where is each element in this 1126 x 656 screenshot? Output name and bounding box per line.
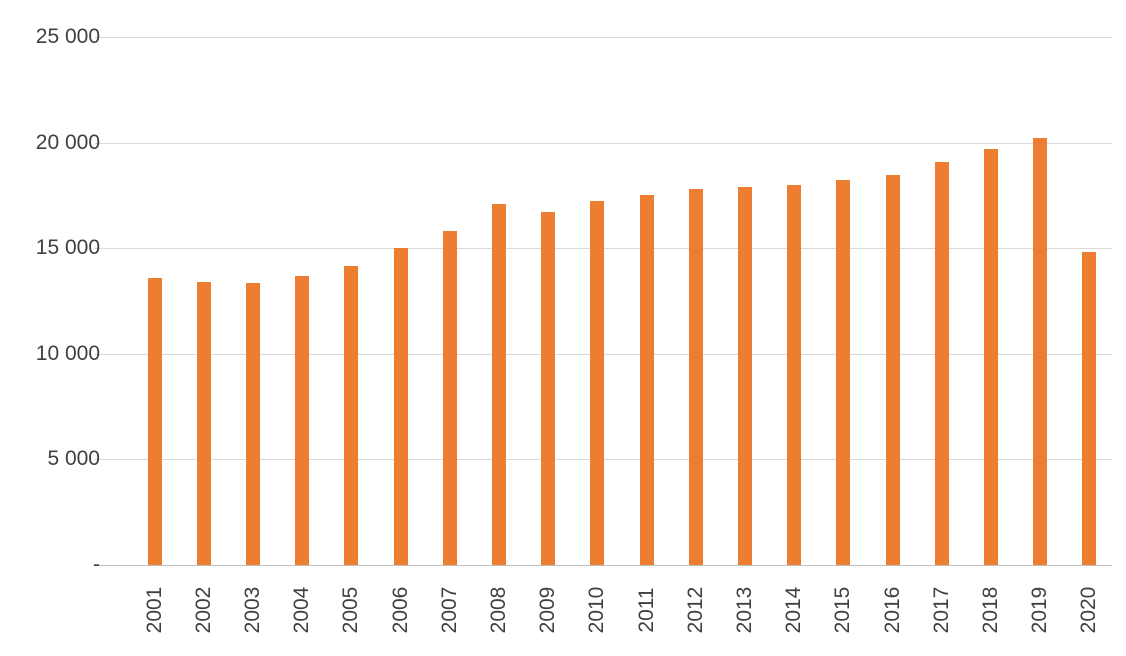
bar-2002 [196, 281, 211, 565]
bar-2013 [738, 186, 752, 565]
x-axis-tick-label: 2009 [536, 586, 560, 634]
x-axis-tick-label: 2003 [241, 586, 264, 634]
bar-2010 [590, 200, 605, 565]
x-axis-tick-label: 2018 [979, 586, 1002, 634]
x-axis-tick-label: 2013 [733, 586, 756, 634]
x-axis-tick-label: 2001 [142, 586, 166, 634]
x-axis-tick-label: 2019 [1028, 586, 1052, 634]
x-axis-tick-label: 2012 [683, 586, 707, 634]
x-axis-tick-label: 2007 [437, 586, 461, 634]
x-axis-tick-label: 2014 [782, 586, 806, 634]
x-axis-tick-label: 2011 [634, 587, 658, 633]
bar-2005 [344, 266, 359, 565]
bar-2016 [885, 175, 900, 565]
bar-2012 [688, 189, 703, 565]
bar-2004 [295, 275, 310, 565]
x-axis-tick-label: 2002 [191, 586, 215, 634]
bar-2007 [442, 231, 457, 565]
x-axis-tick-label: 2004 [290, 586, 314, 634]
bar-2006 [393, 248, 408, 565]
y-axis-tick-label: 20 000 [35, 130, 100, 154]
bar-2001 [147, 277, 162, 565]
x-axis-tick-label: 2005 [339, 586, 363, 634]
bar-2003 [246, 283, 260, 565]
x-axis-tick-label: 2006 [388, 586, 412, 634]
y-axis-tick-label: 15 000 [35, 236, 100, 260]
x-axis-tick-label: 2015 [831, 586, 855, 634]
bar-2011 [639, 195, 654, 565]
x-axis-tick-label: 2016 [880, 586, 904, 634]
bar-2019 [1033, 138, 1048, 565]
y-axis-tick-label: 5 000 [47, 447, 100, 471]
gridline [95, 37, 1112, 38]
x-axis-tick-label: 2010 [585, 586, 609, 634]
bar-2017 [934, 161, 949, 565]
bar-2020 [1082, 252, 1097, 565]
y-axis-tick-label: - [93, 553, 100, 576]
y-axis-tick-label: 25 000 [35, 25, 100, 48]
bar-2018 [984, 148, 998, 565]
x-axis-line [95, 565, 1112, 566]
bar-2008 [492, 203, 506, 565]
x-axis-tick-label: 2008 [487, 586, 510, 634]
bar-2009 [541, 212, 556, 565]
y-axis-tick-label: 10 000 [35, 341, 100, 365]
gridline [95, 142, 1112, 144]
x-axis-tick-label: 2017 [929, 586, 953, 634]
x-axis-tick-label: 2020 [1077, 586, 1101, 634]
bar-2015 [836, 179, 851, 565]
bar-2014 [787, 184, 802, 565]
